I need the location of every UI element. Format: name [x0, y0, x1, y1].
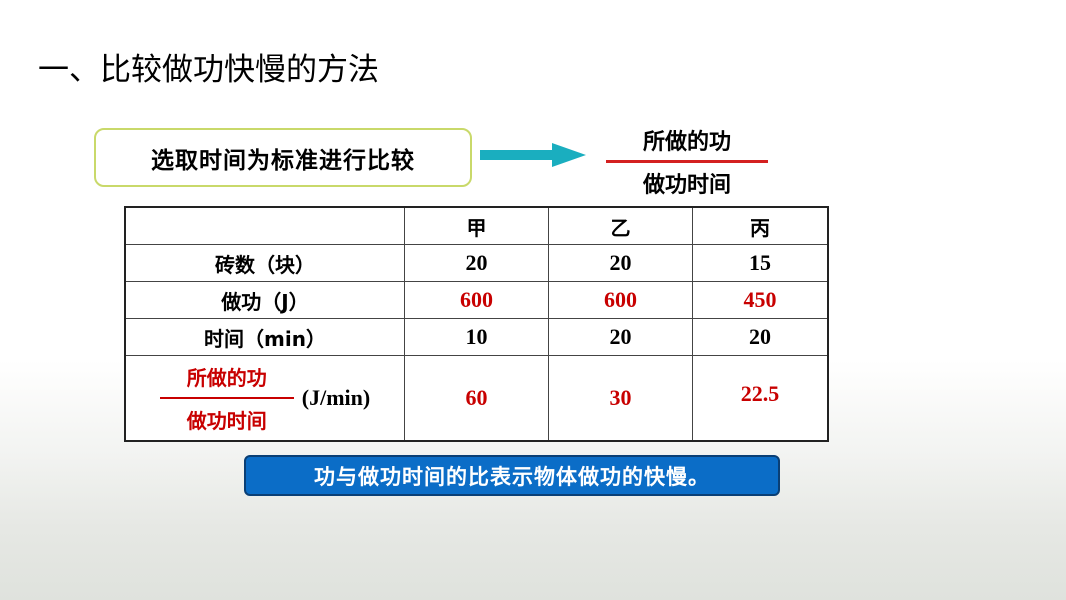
table-cell: 450: [692, 281, 829, 319]
table-cell: 20: [404, 244, 549, 282]
fraction-numerator: 所做的功: [642, 130, 731, 155]
header-cell: 丙: [692, 206, 829, 245]
table-row: 砖数（块） 20 20 15: [124, 244, 829, 282]
ratio-denominator: 做功时间: [186, 409, 267, 433]
ratio-numerator: 所做的功: [186, 366, 267, 390]
power-fraction: 所做的功 做功时间: [606, 124, 768, 199]
table-cell: 22.5: [692, 355, 829, 442]
fraction-line: [606, 160, 768, 163]
table-row: 做功（J） 600 600 450: [124, 281, 829, 319]
page-title: 一、比较做功快慢的方法: [38, 52, 379, 88]
table-cell: 60: [404, 355, 549, 442]
row-label: 所做的功 做功时间 (J/min): [124, 355, 405, 442]
fraction-denominator: 做功时间: [642, 173, 731, 198]
table-row-ratio: 所做的功 做功时间 (J/min) 60 30 22.5: [124, 355, 829, 442]
ratio-fraction-line: [159, 397, 294, 399]
row-label: 砖数（块）: [124, 244, 405, 282]
table-cell: 30: [548, 355, 693, 442]
arrow-right-icon: [480, 143, 586, 167]
table-cell: 15: [692, 244, 829, 282]
header-cell: 甲: [404, 206, 549, 245]
table-cell: 10: [404, 318, 549, 356]
conclusion-banner: 功与做功时间的比表示物体做功的快慢。: [244, 455, 780, 496]
table-cell: 20: [692, 318, 829, 356]
method-box: 选取时间为标准进行比较: [94, 128, 472, 187]
ratio-unit: (J/min): [301, 385, 371, 410]
table-cell: 20: [548, 244, 693, 282]
table-header-row: 甲 乙 丙: [124, 206, 829, 245]
header-cell: 乙: [548, 206, 693, 245]
table-row: 时间（min） 10 20 20: [124, 318, 829, 356]
table-cell: 600: [404, 281, 549, 319]
row-label: 做功（J）: [124, 281, 405, 319]
row-label: 时间（min）: [124, 318, 405, 356]
comparison-table: 甲 乙 丙 砖数（块） 20 20 15 做功（J） 600 600 450 时…: [124, 206, 829, 442]
table-cell: 20: [548, 318, 693, 356]
table-cell: 600: [548, 281, 693, 319]
header-cell: [124, 206, 405, 245]
